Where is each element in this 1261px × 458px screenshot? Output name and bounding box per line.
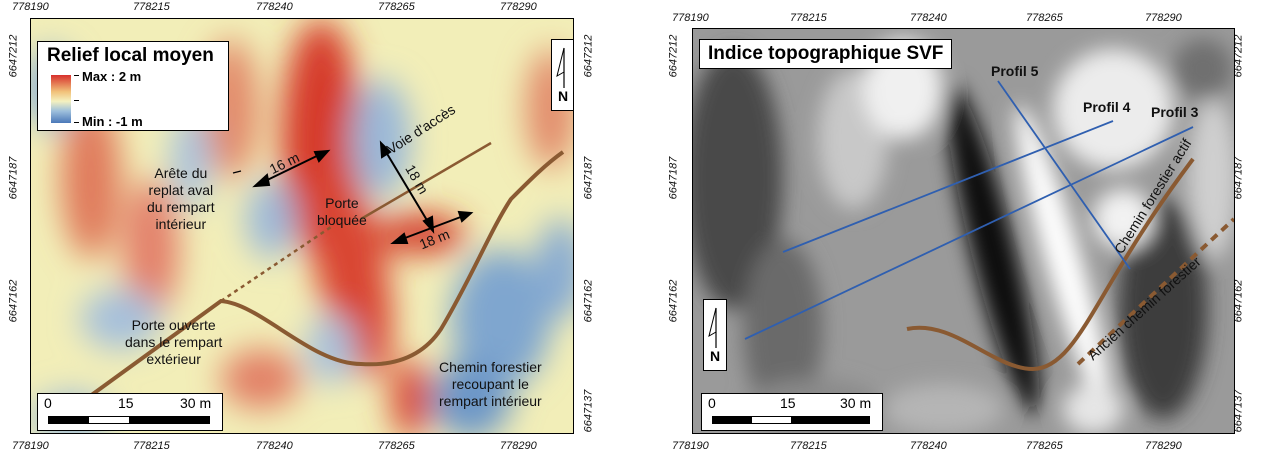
north-arrow: N <box>551 39 573 111</box>
scale-0: 0 <box>708 395 716 411</box>
x-tick: 778190 <box>672 440 709 452</box>
dimension-arrows <box>252 140 474 244</box>
legend-box: Relief local moyen Max : 2 m Min : -1 m <box>37 41 229 131</box>
scale-bar: 0 15 30 m <box>701 393 883 431</box>
x-tick: 778290 <box>500 1 537 13</box>
map-title: Indice topographique SVF <box>699 39 953 69</box>
scale-15: 15 <box>118 395 134 411</box>
color-ramp <box>51 75 71 123</box>
active-forest-path <box>906 157 1195 372</box>
x-tick: 778290 <box>1145 12 1182 24</box>
north-label: N <box>710 348 721 364</box>
x-tick: 778240 <box>910 12 947 24</box>
y-tick: 6647137 <box>582 389 595 433</box>
svf-map-panel: 778190 778215 778240 778265 778290 77819… <box>640 0 1261 458</box>
x-tick: 778265 <box>1026 12 1063 24</box>
x-tick: 778190 <box>12 1 49 13</box>
x-tick: 778215 <box>790 12 827 24</box>
label-porte-ouverte: Porte ouverte dans le rempart extérieur <box>125 317 223 367</box>
x-tick: 778240 <box>256 1 293 13</box>
north-arrow: N <box>703 299 727 371</box>
scale-15: 15 <box>780 395 796 411</box>
scale-bar: 0 15 30 m <box>37 393 223 431</box>
y-tick: 6647212 <box>582 34 595 78</box>
profiles <box>744 80 1194 340</box>
x-tick: 778190 <box>672 12 709 24</box>
x-tick: 778290 <box>500 440 537 452</box>
svf-raster <box>693 29 1234 433</box>
x-tick: 778290 <box>1145 440 1182 452</box>
north-label: N <box>558 88 569 104</box>
legend-min: Min : -1 m <box>82 114 143 129</box>
x-tick: 778215 <box>790 440 827 452</box>
forest-path <box>84 150 565 401</box>
y-tick: 6647212 <box>667 34 680 78</box>
label-profil-4: Profil 4 <box>1083 99 1131 115</box>
x-tick: 778240 <box>910 440 947 452</box>
y-tick: 6647162 <box>582 279 595 323</box>
x-tick: 778265 <box>1026 440 1063 452</box>
access-route <box>360 141 492 221</box>
y-tick: 6647187 <box>7 156 20 200</box>
access-route-dashed <box>220 225 332 303</box>
x-tick: 778240 <box>256 440 293 452</box>
label-arete: Arête du replat aval du rempart intérieu… <box>147 165 215 232</box>
relief-map-panel: 778190 778215 778240 778265 778290 77819… <box>0 0 620 458</box>
svf-map-frame: Indice topographique SVF N Profil 5 Prof… <box>692 28 1235 434</box>
map-title: Relief local moyen <box>47 45 214 66</box>
y-tick: 6647162 <box>667 279 680 323</box>
y-tick: 6647212 <box>7 34 20 78</box>
label-chemin: Chemin forestier recoupant le rempart in… <box>439 359 542 409</box>
y-tick: 6647162 <box>7 279 20 323</box>
label-porte-bloquee: Porte bloquée <box>317 195 367 228</box>
scale-30: 30 m <box>180 395 212 411</box>
x-tick: 778190 <box>12 440 49 452</box>
y-tick: 6647187 <box>582 156 595 200</box>
x-tick: 778215 <box>133 1 170 13</box>
scale-0: 0 <box>44 395 52 411</box>
scale-30: 30 m <box>840 395 872 411</box>
old-forest-path <box>1076 217 1234 366</box>
label-profil-3: Profil 3 <box>1151 104 1199 120</box>
x-tick: 778265 <box>378 1 415 13</box>
x-tick: 778265 <box>378 440 415 452</box>
relief-raster <box>31 19 573 433</box>
relief-map-frame: Relief local moyen Max : 2 m Min : -1 m … <box>30 18 574 434</box>
label-profil-5: Profil 5 <box>991 63 1039 79</box>
x-tick: 778215 <box>133 440 170 452</box>
legend-max: Max : 2 m <box>82 69 142 84</box>
y-tick: 6647187 <box>667 156 680 200</box>
